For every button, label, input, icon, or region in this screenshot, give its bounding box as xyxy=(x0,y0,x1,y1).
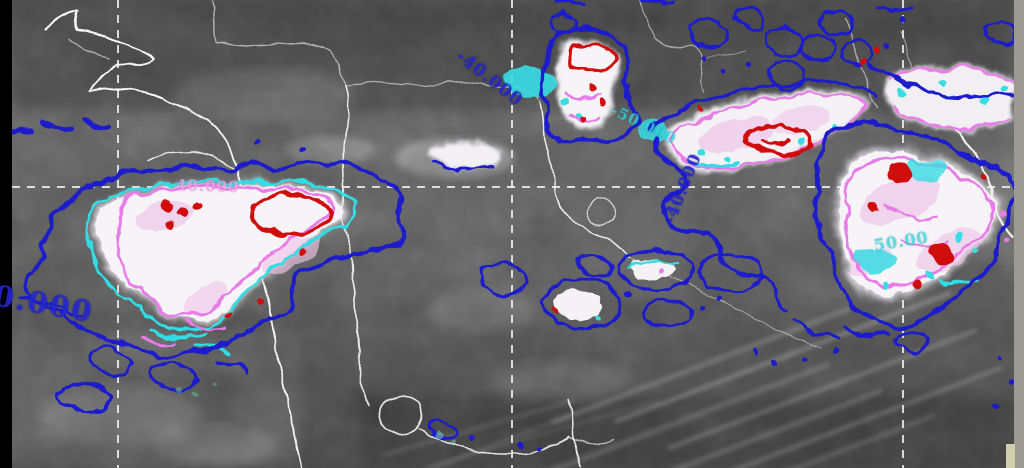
contour-chain-center xyxy=(480,248,764,331)
cirrus-streaks xyxy=(381,290,1003,468)
contour-overlays xyxy=(1,0,1016,455)
right-border-notch xyxy=(1006,444,1015,468)
cloud-mass-top-right xyxy=(866,20,1016,131)
storm-system-west xyxy=(1,117,406,412)
small-contours-south xyxy=(175,384,543,455)
left-border xyxy=(0,0,12,468)
storm-system-east xyxy=(753,121,1016,409)
right-border xyxy=(1014,0,1024,468)
storm-system-top-center xyxy=(503,0,639,146)
cloud-cell-center-north xyxy=(253,139,502,172)
